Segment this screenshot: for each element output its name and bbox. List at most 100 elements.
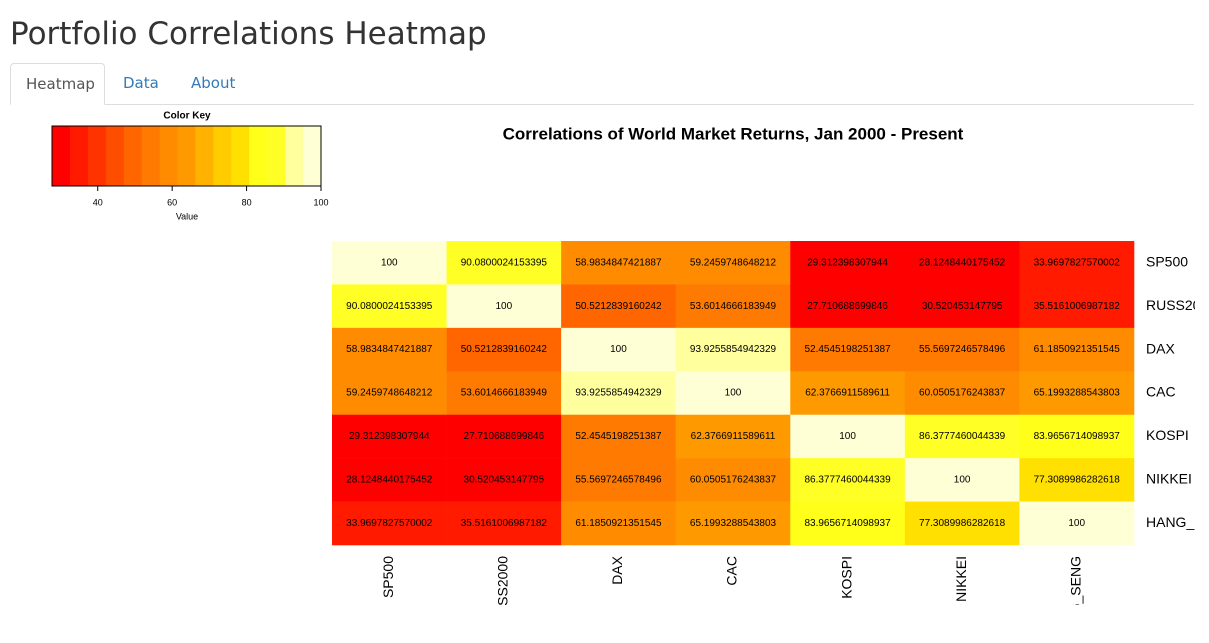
heatmap-cell <box>332 284 447 329</box>
cell-label: 30.520453147795 <box>464 474 545 485</box>
cell-label: 62.3766911589611 <box>805 388 890 399</box>
color-key-bin <box>177 126 196 186</box>
heatmap-cell <box>675 501 791 546</box>
color-key-bin <box>213 126 232 186</box>
cell-label: 28.1248440175452 <box>346 474 433 485</box>
heatmap-cell <box>561 501 677 546</box>
cell-label: 50.5212839160242 <box>575 301 662 312</box>
row-label: NIKKEI <box>1146 471 1192 487</box>
heatmap-cell <box>446 327 562 372</box>
cell-label: 35.5161006987182 <box>461 518 548 529</box>
chart-title: Correlations of World Market Returns, Ja… <box>503 124 964 143</box>
color-key-bin <box>303 126 322 186</box>
heatmap-cell <box>790 414 906 459</box>
heatmap-cell <box>561 458 677 502</box>
heatmap-cell <box>790 327 906 372</box>
heatmap-cell <box>332 414 447 459</box>
tab[interactable]: Heatmap <box>10 63 105 105</box>
cell-label: 58.9834847421887 <box>346 344 433 355</box>
cell-label: 55.5697246578496 <box>575 474 662 485</box>
cell-label: 27.710688699846 <box>464 431 545 442</box>
cell-label: 100 <box>1068 518 1085 529</box>
heatmap-cell <box>446 284 562 329</box>
color-key-frame <box>51 125 322 187</box>
heatmap-cell <box>904 458 1020 502</box>
heatmap-cell <box>561 371 677 416</box>
page-title: Portfolio Correlations Heatmap <box>10 16 487 52</box>
cell-label: 60.0505176243837 <box>919 388 1006 399</box>
cell-label: 100 <box>496 301 513 312</box>
heatmap-cell <box>446 371 562 416</box>
tab[interactable]: Data <box>123 74 159 92</box>
cell-label: 65.1993288543803 <box>690 518 777 529</box>
x-tick-label: 80 <box>242 197 252 207</box>
row-label: CAC <box>1146 384 1176 400</box>
heatmap-cell <box>446 501 562 546</box>
row-label: KOSPI <box>1146 427 1189 443</box>
cell-label: 33.9697827570002 <box>346 518 433 529</box>
cell-label: 33.9697827570002 <box>1034 257 1121 268</box>
heatmap-cell <box>675 458 791 502</box>
heatmap-cell <box>1019 284 1135 329</box>
column-label: HANG_SENG <box>1067 556 1083 643</box>
heatmap-cell <box>332 371 447 416</box>
heatmap-cell <box>446 241 562 285</box>
heatmap-cell <box>904 371 1020 416</box>
row-label: HANG_SENG <box>1146 514 1209 530</box>
cell-label: 93.9255854942329 <box>690 344 777 355</box>
cell-label: 30.520453147795 <box>922 301 1003 312</box>
row-label: SP500 <box>1146 253 1188 269</box>
cell-label: 53.6014666183949 <box>461 388 548 399</box>
cell-label: 100 <box>610 344 627 355</box>
heatmap-cell <box>332 501 447 546</box>
cell-label: 90.0800024153395 <box>346 301 433 312</box>
heatmap-cell <box>790 284 906 329</box>
column-label: CAC <box>724 556 740 586</box>
color-key-bin <box>285 126 304 186</box>
cell-label: 100 <box>381 257 398 268</box>
cell-label: 52.4545198251387 <box>804 344 891 355</box>
cell-label: 61.1850921351545 <box>575 518 662 529</box>
cell-label: 27.710688699846 <box>807 301 888 312</box>
cell-label: 77.3089986282618 <box>919 518 1006 529</box>
cell-label: 29.312398307944 <box>349 431 430 442</box>
heatmap-cell <box>561 284 677 329</box>
heatmap-cell <box>904 327 1020 372</box>
cell-label: 50.5212839160242 <box>461 344 548 355</box>
color-key-bin <box>159 126 179 186</box>
cell-label: 100 <box>954 474 971 485</box>
heatmap-cell <box>561 241 677 285</box>
cell-label: 83.9656714098937 <box>804 518 891 529</box>
heatmap-cell <box>675 327 791 372</box>
heatmap-cell <box>904 284 1020 329</box>
x-tick-label: 60 <box>167 197 177 207</box>
tab-bar: Heatmap Data About <box>10 63 1194 105</box>
tab[interactable]: About <box>191 74 236 92</box>
heatmap-cell <box>1019 458 1135 502</box>
heatmap-cell <box>675 241 791 285</box>
cell-label: 59.2459748648212 <box>346 388 433 399</box>
heatmap-cell <box>446 414 562 459</box>
column-label: NIKKEI <box>953 556 969 602</box>
heatmap-cell <box>446 458 562 502</box>
cell-label: 29.312398307944 <box>807 257 888 268</box>
cell-label: 90.0800024153395 <box>461 257 548 268</box>
heatmap-cell <box>904 414 1020 459</box>
heatmap-cell <box>561 327 677 372</box>
cell-label: 83.9656714098937 <box>1034 431 1121 442</box>
color-key-bin <box>249 126 268 186</box>
cell-label: 59.2459748648212 <box>690 257 777 268</box>
column-label: DAX <box>609 555 625 584</box>
color-key-bin <box>267 126 286 186</box>
color-key-label: Value <box>176 211 198 221</box>
heatmap-cell <box>790 371 906 416</box>
heatmap-cell <box>790 501 906 546</box>
column-label: KOSPI <box>838 556 854 599</box>
heatmap-cell <box>790 241 906 285</box>
color-key-bin <box>52 126 71 186</box>
row-label: DAX <box>1146 340 1175 356</box>
color-key-bin <box>231 126 250 186</box>
heatmap-cell <box>1019 241 1135 285</box>
